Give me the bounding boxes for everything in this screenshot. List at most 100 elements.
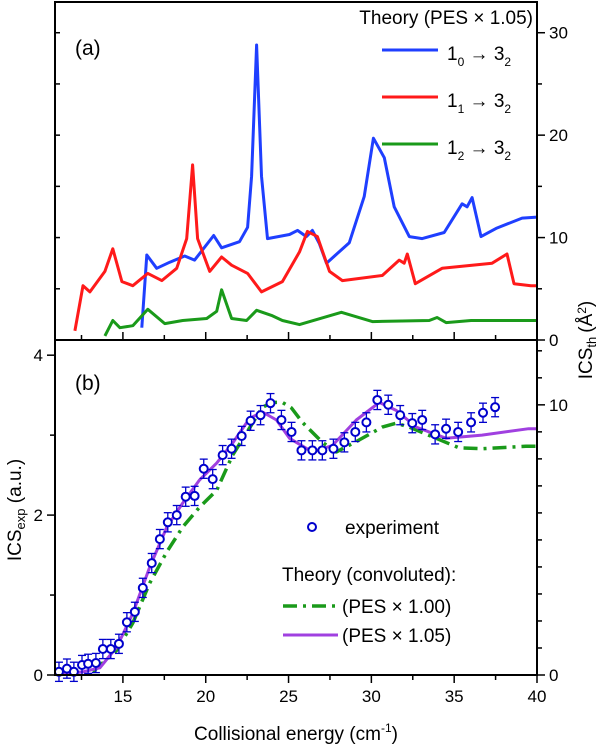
experiment-point xyxy=(296,440,307,461)
data-point xyxy=(207,474,218,485)
experiment-point xyxy=(121,611,132,633)
experiment-point xyxy=(430,424,441,445)
data-point xyxy=(276,414,287,425)
y-axis-right-title: ICSth(Å2) xyxy=(575,301,599,380)
experiment-point xyxy=(245,410,256,431)
data-point xyxy=(441,423,452,434)
panel-label-b: (b) xyxy=(75,372,101,395)
data-point xyxy=(90,658,101,669)
experiment-point xyxy=(407,412,418,434)
experiment-point xyxy=(113,633,124,655)
x-tick-label: 35 xyxy=(445,687,464,706)
data-point xyxy=(162,517,173,528)
experiment-point xyxy=(207,468,218,490)
y-tick-label-left-bottom: 4 xyxy=(34,346,43,365)
experiment-point xyxy=(198,458,209,479)
data-point xyxy=(121,617,132,628)
legend-top-label-part: 1 xyxy=(447,91,458,112)
data-point xyxy=(339,437,350,448)
experiment-point xyxy=(265,392,276,414)
data-point xyxy=(395,410,406,421)
legend-top-label-part: 2 xyxy=(458,149,465,163)
legend-pes100-label: (PES × 1.00) xyxy=(342,597,451,618)
data-point xyxy=(146,558,157,569)
data-point xyxy=(265,398,276,409)
x-tick-label: 40 xyxy=(528,687,547,706)
experiment-point xyxy=(226,438,237,459)
experiment-point xyxy=(453,421,464,443)
data-point xyxy=(453,426,464,437)
experiment-point xyxy=(372,389,383,411)
experiment-point xyxy=(146,552,157,574)
experiment-point xyxy=(53,661,64,683)
experiment-point xyxy=(339,432,350,453)
x-tick-label: 30 xyxy=(362,687,381,706)
data-point xyxy=(350,426,361,437)
legend-pes105-label: (PES × 1.05) xyxy=(342,626,451,647)
series-line-top-0 xyxy=(140,43,538,328)
data-point xyxy=(245,415,256,426)
legend-top-label-part: 1 xyxy=(447,44,458,65)
data-point xyxy=(83,658,94,669)
y-tick-label-right-bottom: 0 xyxy=(549,666,558,685)
experiment-point xyxy=(129,601,140,623)
legend-top-label-part: → 3 xyxy=(464,44,504,65)
data-point xyxy=(97,644,108,655)
data-point xyxy=(417,414,428,425)
legend-top-label-part: 1 xyxy=(458,102,465,116)
legend-title: Theory (PES × 1.05) xyxy=(359,8,533,29)
data-point xyxy=(372,394,383,405)
legend-top-label-2: 12 → 32 xyxy=(447,138,511,163)
data-point xyxy=(189,490,200,501)
data-point xyxy=(490,402,501,413)
data-point xyxy=(466,417,477,428)
y-tick-label-right-top: 30 xyxy=(549,24,568,43)
panel-label-a: (a) xyxy=(75,37,101,60)
chart-marks xyxy=(53,43,538,683)
experiment-point xyxy=(68,661,79,683)
legend-theory-title: Theory (convoluted): xyxy=(282,565,456,586)
y-tick-label-left-bottom: 2 xyxy=(34,506,43,525)
x-tick-label: 20 xyxy=(196,687,215,706)
data-point xyxy=(154,534,165,545)
experiment-point xyxy=(154,528,165,550)
experiment-point xyxy=(97,638,108,660)
experiment-point xyxy=(328,438,339,459)
legend-top-label-part: 0 xyxy=(458,55,465,69)
data-point xyxy=(430,429,441,440)
experiment-point xyxy=(417,409,428,431)
experiment-point xyxy=(105,638,116,660)
legend-top-label-1: 11 → 32 xyxy=(447,91,511,116)
legend-top-label-part: → 3 xyxy=(464,91,504,112)
data-point xyxy=(328,443,339,454)
legend-experiment-label: experiment xyxy=(345,518,440,539)
experiment-point xyxy=(189,485,200,507)
data-point xyxy=(236,430,247,441)
experiment-point xyxy=(383,394,394,416)
data-point xyxy=(383,399,394,410)
experiment-point xyxy=(317,440,328,461)
data-point xyxy=(296,445,307,456)
experiment-point xyxy=(395,404,406,426)
data-point xyxy=(317,445,328,456)
data-point xyxy=(113,638,124,649)
experiment-point xyxy=(307,440,318,461)
experiment-point xyxy=(466,412,477,433)
legend-bottom: experiment Theory (convoluted): (PES × 1… xyxy=(282,518,456,647)
data-point xyxy=(105,644,116,655)
legend-top-label-part: 1 xyxy=(447,138,458,159)
data-point xyxy=(255,410,266,421)
experiment-point xyxy=(171,504,182,526)
data-point xyxy=(137,582,148,593)
experiment-point xyxy=(217,444,228,466)
y-tick-label-right-top: 20 xyxy=(549,126,568,145)
data-point xyxy=(129,606,140,617)
data-point xyxy=(286,426,297,437)
legend-top-label-part: 2 xyxy=(504,55,511,69)
experiment-point xyxy=(255,404,266,426)
legend-top-label-part: → 3 xyxy=(464,138,504,159)
x-tick-label: 25 xyxy=(279,687,298,706)
data-point xyxy=(226,443,237,454)
y-tick-label-right-top: 0 xyxy=(549,331,558,350)
